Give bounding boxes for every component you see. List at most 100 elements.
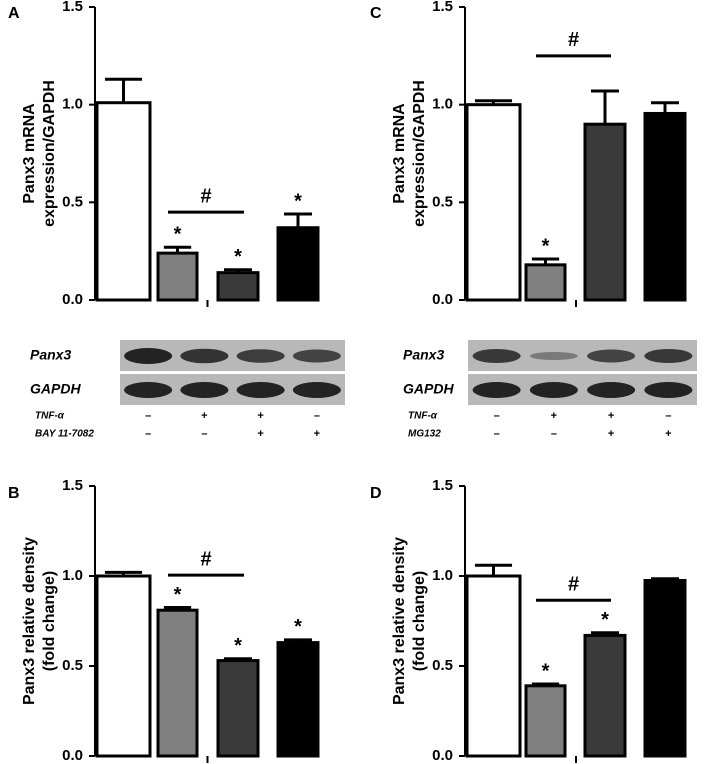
chart-panel: D Panx3 relative density (fold change) 0.0 0… bbox=[370, 477, 687, 764]
significance-star: * bbox=[601, 609, 609, 631]
panel-label: C bbox=[370, 5, 382, 22]
blot-band bbox=[180, 382, 229, 398]
y-tick-label: 1.5 bbox=[432, 0, 453, 15]
y-axis-label-line: Panx3 mRNA bbox=[21, 103, 38, 204]
bar bbox=[95, 101, 152, 302]
y-axis-label: Panx3 mRNA expression/GAPDH bbox=[21, 80, 58, 227]
blot-band bbox=[644, 349, 693, 363]
blot-band bbox=[236, 382, 285, 398]
treatment-label: TNF-α bbox=[408, 411, 438, 422]
blot-row-label: Panx3 bbox=[403, 347, 444, 363]
blot-band bbox=[472, 349, 521, 363]
y-tick-label: 0.5 bbox=[432, 193, 453, 210]
y-tick-label: 1.5 bbox=[62, 477, 83, 494]
bar bbox=[276, 226, 320, 302]
y-tick-label: 0.5 bbox=[62, 657, 83, 674]
bar bbox=[276, 641, 320, 758]
western-blot: Panx3 GAPDH TNF-α – + + – MG132 – – + + bbox=[403, 340, 697, 440]
treatment-label: TNF-α bbox=[35, 411, 65, 422]
blot-band bbox=[529, 382, 578, 398]
y-axis-label: Panx3 relative density (fold change) bbox=[21, 537, 58, 705]
blot-row-label: GAPDH bbox=[403, 381, 454, 397]
significance-star: * bbox=[234, 246, 242, 268]
bar bbox=[465, 574, 522, 758]
bar bbox=[583, 633, 627, 758]
treatment-sign: + bbox=[608, 428, 614, 440]
y-tick-label: 1.0 bbox=[62, 567, 83, 584]
y-axis-label: Panx3 relative density (fold change) bbox=[391, 537, 428, 705]
treatment-sign: – bbox=[494, 410, 500, 422]
y-axis-label-line: Panx3 relative density bbox=[21, 537, 38, 705]
y-tick-label: 1.0 bbox=[432, 96, 453, 113]
chart-panel: C Panx3 mRNA expression/GAPDH 0.0 0.5 1.0 1.5 *… bbox=[370, 0, 687, 308]
bar bbox=[156, 251, 199, 302]
treatment-sign: + bbox=[608, 410, 614, 422]
panel-label: A bbox=[8, 5, 20, 22]
y-axis-label-line: Panx3 relative density bbox=[391, 537, 408, 705]
significance-star: * bbox=[542, 660, 550, 682]
treatment-label: MG132 bbox=[408, 429, 441, 440]
y-axis-label-line: (fold change) bbox=[411, 571, 428, 671]
blot-band bbox=[236, 349, 285, 363]
significance-hash: # bbox=[568, 29, 579, 51]
treatment-sign: + bbox=[314, 428, 320, 440]
y-axis-label-line: Panx3 mRNA bbox=[391, 103, 408, 204]
treatment-sign: – bbox=[201, 428, 207, 440]
significance-hash: # bbox=[200, 185, 211, 207]
treatment-sign: – bbox=[145, 428, 151, 440]
blot-band bbox=[124, 348, 173, 364]
y-axis-label-line: expression/GAPDH bbox=[41, 80, 58, 227]
treatment-sign: – bbox=[145, 410, 151, 422]
significance-star: * bbox=[174, 224, 182, 246]
blot-band bbox=[472, 382, 521, 398]
y-tick-label: 1.5 bbox=[62, 0, 83, 15]
y-tick-label: 0.0 bbox=[432, 291, 453, 308]
y-tick-label: 0.0 bbox=[432, 747, 453, 764]
bar bbox=[95, 574, 152, 758]
significance-hash: # bbox=[200, 548, 211, 570]
treatment-sign: – bbox=[665, 410, 671, 422]
significance-star: * bbox=[234, 635, 242, 657]
treatment-sign: – bbox=[551, 428, 557, 440]
bar bbox=[643, 111, 687, 302]
blot-band bbox=[292, 349, 341, 363]
significance-star: * bbox=[174, 584, 182, 606]
blot-band bbox=[644, 382, 693, 398]
western-blot: Panx3 GAPDH TNF-α – + + – BAY 11-7082 – – + + bbox=[30, 340, 345, 440]
blot-row-label: Panx3 bbox=[30, 347, 71, 363]
treatment-sign: + bbox=[665, 428, 671, 440]
treatment-sign: – bbox=[494, 428, 500, 440]
treatment-sign: – bbox=[314, 410, 320, 422]
significance-star: * bbox=[294, 190, 302, 212]
bar bbox=[524, 684, 567, 758]
y-tick-label: 0.0 bbox=[62, 291, 83, 308]
y-tick-label: 1.0 bbox=[62, 96, 83, 113]
treatment-sign: + bbox=[201, 410, 207, 422]
blot-band bbox=[124, 382, 173, 398]
blot-band bbox=[529, 352, 578, 360]
chart-panel: A Panx3 mRNA expression/GAPDH 0.0 0.5 1.0 1.5 *… bbox=[8, 0, 320, 308]
bar bbox=[216, 659, 260, 758]
blot-band bbox=[292, 382, 341, 398]
y-tick-label: 1.0 bbox=[432, 567, 453, 584]
significance-hash: # bbox=[568, 574, 579, 596]
significance-star: * bbox=[542, 235, 550, 257]
blot-band bbox=[587, 349, 636, 363]
treatment-sign: + bbox=[551, 410, 557, 422]
panel-label: B bbox=[8, 485, 20, 502]
blot-band bbox=[587, 382, 636, 398]
bar bbox=[583, 122, 627, 302]
bar bbox=[156, 608, 199, 758]
y-tick-label: 1.5 bbox=[432, 477, 453, 494]
blot-band bbox=[180, 348, 229, 364]
y-axis-label-line: expression/GAPDH bbox=[411, 80, 428, 227]
y-tick-label: 0.5 bbox=[62, 193, 83, 210]
bar bbox=[643, 579, 687, 758]
y-axis-label: Panx3 mRNA expression/GAPDH bbox=[391, 80, 428, 227]
bar bbox=[216, 271, 260, 302]
panel-label: D bbox=[370, 485, 382, 502]
treatment-sign: + bbox=[257, 428, 263, 440]
significance-star: * bbox=[294, 616, 302, 638]
bar bbox=[465, 103, 522, 302]
